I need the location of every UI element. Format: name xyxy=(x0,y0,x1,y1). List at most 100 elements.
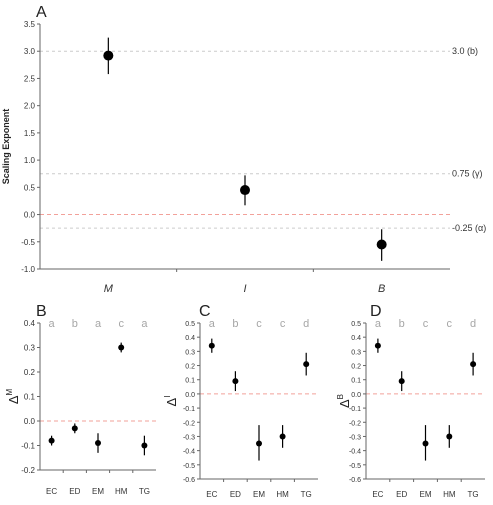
data-point xyxy=(303,361,310,368)
x-tick-label: I xyxy=(243,283,246,295)
x-tick-label: EM xyxy=(92,487,104,496)
y-tick-label: -0.2 xyxy=(21,466,35,475)
y-tick-label: -0.5 xyxy=(21,238,35,247)
y-axis-label-superscript: B xyxy=(336,394,345,399)
data-point xyxy=(240,185,250,196)
data-point xyxy=(208,342,215,349)
group-letter: b xyxy=(399,318,405,330)
data-point xyxy=(95,440,101,447)
y-axis-label-symbol: Δ xyxy=(337,399,352,408)
data-point xyxy=(256,440,262,447)
data-point xyxy=(232,378,239,385)
x-tick-label: EC xyxy=(206,490,217,499)
y-tick-label: -0.1 xyxy=(349,406,361,413)
y-tick-label: -0.6 xyxy=(183,477,195,484)
y-tick-label: 2.5 xyxy=(24,74,36,83)
y-axis-label: ΔB xyxy=(336,394,352,408)
y-tick-label: 0.4 xyxy=(24,319,36,328)
panel-a: A 3.0 (b) 0.75 (γ) -0.25 (α) 3.5 3.0 2.5 2.0 1.5… xyxy=(1,4,486,295)
y-axis-label-superscript: M xyxy=(5,388,14,395)
x-tick-label: EM xyxy=(420,490,432,499)
group-letter: c xyxy=(447,318,453,330)
data-point xyxy=(71,425,78,432)
y-tick-label: -0.5 xyxy=(183,463,195,470)
y-tick-label: -0.6 xyxy=(349,477,361,484)
y-tick-label: 1.0 xyxy=(24,156,36,165)
y-tick-label: -0.4 xyxy=(349,449,361,456)
data-point xyxy=(141,442,148,449)
y-tick-label: 2.0 xyxy=(24,102,36,111)
group-letter: a xyxy=(95,318,102,330)
group-letter: b xyxy=(72,318,78,330)
data-point xyxy=(374,342,381,349)
x-tick-label: EC xyxy=(46,487,57,496)
reference-line-label: 0.75 (γ) xyxy=(452,169,483,179)
y-axis-label: ΔI xyxy=(163,396,179,407)
panel-letter: A xyxy=(36,4,47,21)
y-tick-label: -0.3 xyxy=(349,434,361,441)
x-tick-label: ED xyxy=(69,487,80,496)
y-tick-label: 0.1 xyxy=(185,378,195,385)
y-axis-label-symbol: Δ xyxy=(164,397,179,406)
group-letter: c xyxy=(280,318,286,330)
y-tick-label: 0.2 xyxy=(351,364,361,371)
y-tick-label: 1.5 xyxy=(24,129,36,138)
group-letter: a xyxy=(209,318,216,330)
group-letter: a xyxy=(375,318,382,330)
group-letter: c xyxy=(118,318,124,330)
y-tick-label: 3.0 xyxy=(24,47,36,56)
panel-letter: D xyxy=(370,303,382,320)
x-tick-label: TG xyxy=(468,490,479,499)
y-tick-label: 0.4 xyxy=(351,335,361,342)
data-point xyxy=(470,361,477,368)
y-tick-label: 0.0 xyxy=(24,211,36,220)
x-tick-label: HM xyxy=(443,490,456,499)
panel-c: C 0.5 0.4 0.3 0.2 0.1 0.0 -0.1 -0.2 -0.3 -0.4 -0.5 -… xyxy=(163,303,318,499)
y-tick-label: 0.2 xyxy=(24,368,36,377)
group-letter: a xyxy=(49,318,56,330)
y-axis-label: ΔM xyxy=(5,388,21,404)
y-tick-label: 0.0 xyxy=(351,392,361,399)
y-tick-label: -0.3 xyxy=(183,434,195,441)
group-letter: d xyxy=(303,318,309,330)
panel-b: B0.4 0.3 0.2 0.1 0.0 -0.1 -0.2 EC ED EM HM TG a b a c a Δ… xyxy=(5,303,156,496)
y-tick-label: -0.2 xyxy=(183,420,195,427)
reference-line-label: 3.0 (b) xyxy=(452,46,478,56)
y-tick-label: -0.5 xyxy=(349,463,361,470)
x-tick-label: HM xyxy=(276,490,289,499)
y-tick-label: -0.1 xyxy=(21,442,35,451)
y-tick-label: -1.0 xyxy=(21,265,35,274)
x-tick-label: TG xyxy=(301,490,312,499)
y-tick-label: 0.4 xyxy=(185,335,195,342)
y-axis-label: Scaling Exponent xyxy=(1,109,11,185)
y-tick-label: 0.5 xyxy=(185,321,195,328)
y-tick-label: 3.5 xyxy=(24,20,36,29)
y-tick-label: 0.3 xyxy=(351,349,361,356)
y-tick-label: 0.2 xyxy=(185,364,195,371)
data-point xyxy=(376,239,387,250)
data-point xyxy=(103,50,114,61)
y-tick-label: 0.5 xyxy=(351,321,361,328)
x-tick-label: ED xyxy=(230,490,241,499)
data-point xyxy=(48,437,55,444)
x-tick-label: HM xyxy=(115,487,128,496)
y-tick-label: -0.2 xyxy=(349,420,361,427)
group-letter: c xyxy=(423,318,429,330)
data-point xyxy=(279,433,286,440)
group-letter: c xyxy=(256,318,262,330)
y-tick-label: 0.5 xyxy=(24,183,36,192)
group-letter: b xyxy=(232,318,238,330)
x-tick-label: ED xyxy=(396,490,407,499)
group-letter: a xyxy=(141,318,148,330)
reference-line-label: -0.25 (α) xyxy=(452,223,486,233)
data-point xyxy=(422,440,429,447)
x-tick-label: EM xyxy=(253,490,265,499)
y-tick-label: 0.0 xyxy=(185,392,195,399)
x-tick-label: EC xyxy=(372,490,383,499)
y-tick-label: 0.3 xyxy=(185,349,195,356)
data-point xyxy=(446,433,453,440)
data-point xyxy=(118,344,125,351)
data-point xyxy=(398,378,405,385)
y-axis-label-symbol: Δ xyxy=(6,395,21,404)
